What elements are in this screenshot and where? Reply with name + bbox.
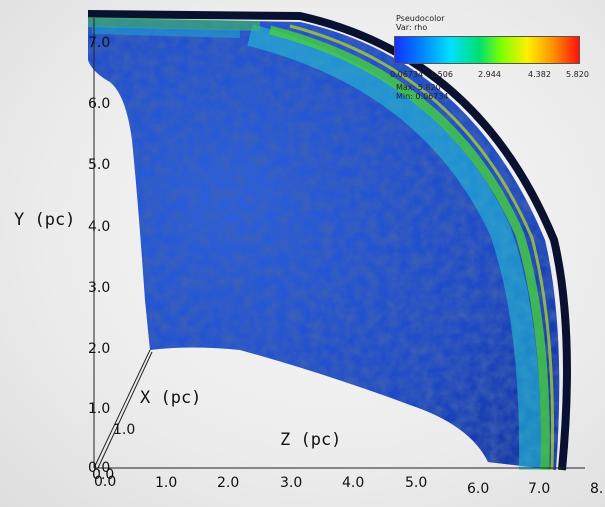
z-tick: 7.0: [528, 481, 551, 497]
y-tick: 7.0: [88, 35, 111, 51]
shell-green-band: [268, 25, 550, 471]
y-tick: 4.0: [88, 219, 111, 235]
x-axis-title: X (pc): [140, 388, 202, 408]
color-legend: Pseudocolor Var: rho 0.06734 1.506 2.944…: [390, 14, 590, 110]
legend-title: Pseudocolor: [396, 14, 445, 23]
legend-tick: 5.820: [566, 70, 589, 79]
z-tick: 5.0: [405, 475, 428, 491]
legend-min: Min: 0.06734: [396, 92, 449, 101]
shell-cyan-band: [247, 24, 542, 471]
legend-tick: 4.382: [528, 70, 551, 79]
z-tick: 8.: [590, 481, 604, 497]
colormap-bar: [394, 36, 580, 64]
y-tick: 5.0: [88, 157, 111, 173]
x-tick: 1.0: [113, 422, 136, 438]
axes-lines: [93, 18, 585, 469]
z-tick: 4.0: [342, 475, 365, 491]
z-axis-title: Z (pc): [280, 430, 342, 450]
legend-variable: Var: rho: [396, 23, 428, 32]
z-tick: 6.0: [467, 481, 490, 497]
y-tick: 2.0: [88, 341, 111, 357]
y-tick: 3.0: [88, 280, 111, 296]
legend-tick: 2.944: [478, 70, 501, 79]
y-tick: 1.0: [88, 401, 111, 417]
z-tick: 3.0: [280, 475, 303, 491]
z-tick: 1.0: [155, 475, 178, 491]
x-tick: 0.0: [92, 467, 115, 483]
legend-max: Max: 5.820: [396, 83, 441, 92]
legend-tick: 0.06734: [390, 70, 424, 79]
y-axis-title: Y (pc): [14, 210, 76, 230]
z-tick: 0.0: [94, 474, 117, 490]
shell-dark-rim: [87, 10, 571, 471]
legend-tick: 1.506: [430, 70, 453, 79]
z-tick: 2.0: [217, 475, 240, 491]
y-tick: 6.0: [88, 96, 111, 112]
y-tick: 0.0: [88, 460, 111, 476]
